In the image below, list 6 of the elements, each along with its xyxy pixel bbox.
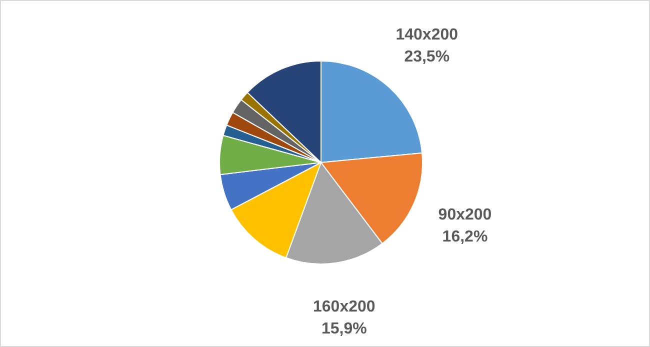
data-label: 15,9%: [321, 320, 367, 338]
data-label: 23,5%: [404, 48, 450, 66]
slice-label: 140x200: [396, 26, 458, 44]
slice-label: 160x200: [312, 298, 376, 316]
slice-label: 90x200: [438, 206, 492, 224]
data-label: 16,2%: [442, 228, 488, 246]
